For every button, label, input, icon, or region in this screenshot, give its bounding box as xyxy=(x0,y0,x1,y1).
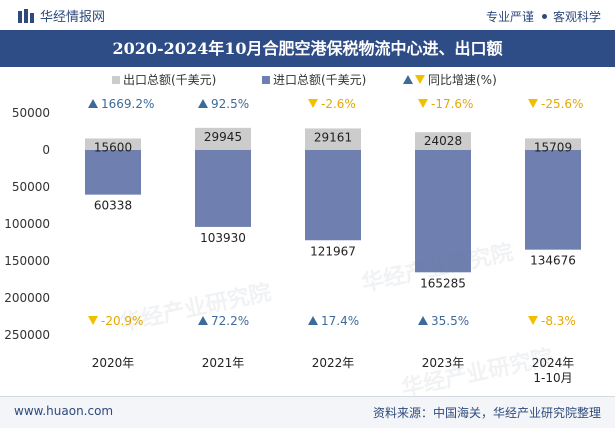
import-value-label: 103930 xyxy=(200,231,246,245)
header-tags: 专业严谨 客观科学 xyxy=(486,8,601,25)
import-growth-triangle-icon xyxy=(528,316,538,325)
export-growth-triangle-icon xyxy=(528,99,538,108)
export-growth-label: -17.6% xyxy=(431,97,473,111)
brand-name: 华经情报网 xyxy=(40,10,106,25)
separator-dot-icon xyxy=(541,14,547,19)
x-category-label: 2020年 xyxy=(92,356,135,370)
legend-growth-label: 同比增速(%) xyxy=(428,73,497,87)
footer-website: www.huaon.com xyxy=(14,404,114,418)
export-bar xyxy=(525,138,581,150)
x-category-line: 2021年 xyxy=(202,356,245,370)
export-value-label: 29161 xyxy=(314,130,352,144)
footer-source: 资料来源：中国海关，华经产业研究院整理 xyxy=(372,406,601,420)
x-category-line: 2020年 xyxy=(92,356,135,370)
y-tick-label: 50000 xyxy=(12,180,50,194)
footer: www.huaon.com 资料来源：中国海关，华经产业研究院整理 xyxy=(0,396,615,428)
x-category-label: 2024年 1-10月 xyxy=(532,356,575,385)
import-growth-label: 72.2% xyxy=(211,314,249,328)
import-growth-triangle-icon xyxy=(308,316,318,325)
export-growth-label: 92.5% xyxy=(211,97,249,111)
y-tick-label: 50000 xyxy=(12,106,50,120)
import-value-label: 134676 xyxy=(530,254,576,268)
import-bar xyxy=(525,150,581,250)
brand-logo-icon xyxy=(18,8,34,23)
import-growth-triangle-icon xyxy=(88,316,98,325)
import-bar xyxy=(415,150,471,273)
import-bar xyxy=(305,150,361,241)
x-axis: 2020年 2021年 2022年 2023年 2024年 1-10月 xyxy=(92,356,575,385)
x-category-label: 2023年 xyxy=(422,356,465,370)
chart-title: 2020-2024年10月合肥空港保税物流中心进、出口额 xyxy=(112,39,503,58)
y-tick-label: 250000 xyxy=(4,328,50,342)
export-bar xyxy=(195,127,251,150)
import-value-label: 60338 xyxy=(94,199,132,213)
y-axis: 50000 0 50000 100000 150000 200000 250000 xyxy=(4,106,50,342)
legend-up-triangle-icon xyxy=(403,75,413,84)
brand: 华经情报网 xyxy=(18,6,105,25)
import-growth-label: 17.4% xyxy=(321,314,359,328)
y-tick-label: 100000 xyxy=(4,217,50,231)
import-growth-label: -8.3% xyxy=(541,314,576,328)
export-value-label: 15709 xyxy=(534,140,572,154)
export-bar xyxy=(85,138,141,150)
x-category-line: 2022年 xyxy=(312,356,355,370)
export-growth-triangle-icon xyxy=(88,99,98,108)
bars xyxy=(85,127,581,273)
import-bar xyxy=(195,150,251,227)
export-growth-triangle-icon xyxy=(198,99,208,108)
y-tick-label: 150000 xyxy=(4,254,50,268)
legend-import-swatch xyxy=(262,76,270,84)
x-category-label: 2021年 xyxy=(202,356,245,370)
y-tick-label: 0 xyxy=(42,143,50,157)
export-bar xyxy=(305,128,361,150)
import-growth-triangle-icon xyxy=(418,316,428,325)
import-bar xyxy=(85,150,141,195)
export-value-label: 15600 xyxy=(94,140,132,154)
x-category-label: 2022年 xyxy=(312,356,355,370)
y-tick-label: 200000 xyxy=(4,291,50,305)
export-growth-label: 1669.2% xyxy=(101,97,154,111)
legend-import-label: 进口总额(千美元) xyxy=(273,73,366,87)
header-tag: 客观科学 xyxy=(552,10,601,24)
import-growth-label: 35.5% xyxy=(431,314,469,328)
x-category-line: 2024年 xyxy=(532,356,575,370)
export-value-label: 24028 xyxy=(424,134,462,148)
export-growth-triangle-icon xyxy=(418,99,428,108)
export-value-label: 29945 xyxy=(204,130,242,144)
legend-down-triangle-icon xyxy=(415,75,425,84)
legend-export-label: 出口总额(千美元) xyxy=(123,73,216,87)
growth-markers: 1669.2% -20.9% 92.5% 72.2% -2.6% 17.4% -17.6% 3… xyxy=(88,97,583,328)
import-value-label: 165285 xyxy=(420,276,466,290)
data-labels: 15600 60338 29945 103930 29161 121967 24028 165… xyxy=(94,130,576,290)
export-growth-triangle-icon xyxy=(308,99,318,108)
chart-legend: 出口总额(千美元) 进口总额(千美元) 同比增速(%) xyxy=(112,73,497,87)
x-category-line: 1-10月 xyxy=(533,371,572,385)
header-tag: 专业严谨 xyxy=(485,10,534,24)
chart: 出口总额(千美元) 进口总额(千美元) 同比增速(%) 50000 0 50000 1… xyxy=(4,73,583,385)
legend-export-swatch xyxy=(112,76,120,84)
import-growth-label: -20.9% xyxy=(101,314,143,328)
import-value-label: 121967 xyxy=(310,244,356,258)
export-growth-label: -2.6% xyxy=(321,97,356,111)
export-bar xyxy=(415,132,471,150)
export-growth-label: -25.6% xyxy=(541,97,583,111)
import-growth-triangle-icon xyxy=(198,316,208,325)
x-category-line: 2023年 xyxy=(422,356,465,370)
top-bar: 华经情报网 专业严谨 客观科学 xyxy=(0,0,615,30)
title-bar: 2020-2024年10月合肥空港保税物流中心进、出口额 xyxy=(0,30,615,67)
